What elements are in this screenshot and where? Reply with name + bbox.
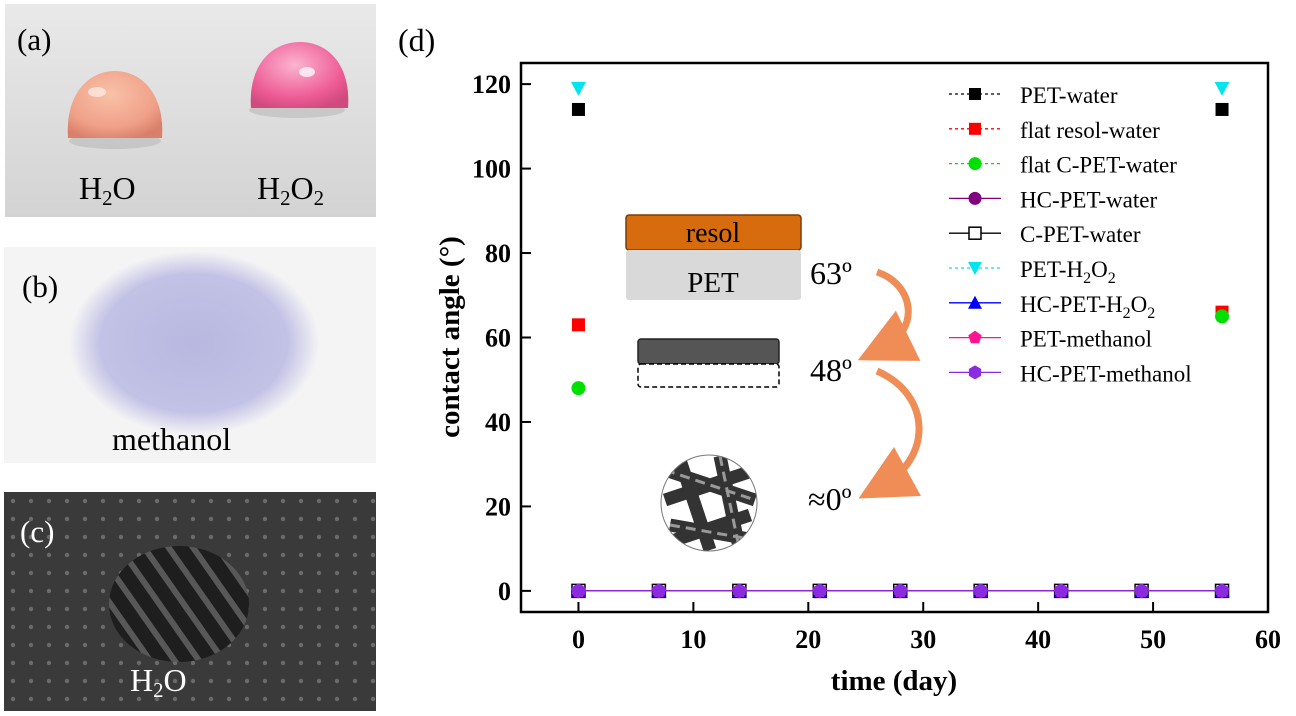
x-tick-label: 0 xyxy=(572,625,585,654)
removed-pet-outline xyxy=(637,363,780,388)
panel-label-a: (a) xyxy=(17,22,52,57)
legend: PET-water flat resol-water flat C-PET-wate… xyxy=(949,83,1192,386)
legend-label: PET-H2O2 xyxy=(1020,257,1116,287)
pet-label: PET xyxy=(687,267,739,299)
data-point xyxy=(732,583,746,599)
series-2 xyxy=(571,309,1230,396)
x-tick-label: 50 xyxy=(1140,625,1166,654)
y-tick-label: 120 xyxy=(472,70,511,99)
data-point xyxy=(1215,583,1229,599)
legend-label: PET-water xyxy=(1020,83,1118,108)
x-tick-label: 30 xyxy=(910,625,936,654)
x-tick-label: 10 xyxy=(680,625,706,654)
legend-label: C-PET-water xyxy=(1020,222,1141,247)
data-point xyxy=(570,81,586,96)
legend-marker xyxy=(968,262,982,275)
data-point xyxy=(974,583,988,599)
liquid-label-water: H2O xyxy=(130,662,187,702)
droplet-photo-a xyxy=(67,42,349,149)
legend-marker xyxy=(969,88,981,100)
panel-label-b: (b) xyxy=(22,269,59,304)
h2o2-droplet xyxy=(250,42,349,108)
water-droplet xyxy=(67,71,163,138)
resol-label: resol xyxy=(686,218,741,249)
y-tick-label: 80 xyxy=(485,239,511,268)
methanol-spot xyxy=(69,251,319,435)
data-point xyxy=(571,318,585,332)
y-tick-label: 100 xyxy=(472,155,511,184)
droplet-highlight xyxy=(88,87,106,97)
legend-marker xyxy=(969,122,981,135)
data-point xyxy=(1135,583,1149,599)
panel-label-c: (c) xyxy=(20,514,55,549)
hierarchical-carbon-icon xyxy=(661,455,757,551)
photo-panel-c: (c) H2O xyxy=(4,492,376,711)
pet-layer xyxy=(626,250,801,300)
data-point xyxy=(652,583,666,599)
carbon-icon-border xyxy=(660,454,758,552)
series-8 xyxy=(572,583,1229,599)
y-tick-label: 0 xyxy=(498,577,511,606)
legend-marker xyxy=(968,330,982,344)
arrow-icon xyxy=(858,367,923,499)
legend-label: HC-PET-methanol xyxy=(1020,361,1192,386)
legend-marker xyxy=(968,191,982,205)
angle-label-2: 48º xyxy=(810,352,852,388)
arrow-icon xyxy=(857,268,921,361)
legend-label: flat C-PET-water xyxy=(1020,153,1177,178)
photo-panel-a: (a) H2O H2O2 xyxy=(5,4,376,217)
legend-label: HC-PET-water xyxy=(1020,187,1157,212)
droplet-highlight xyxy=(299,67,315,77)
data-point xyxy=(893,583,907,599)
data-point xyxy=(1215,309,1230,324)
data-point xyxy=(571,102,585,116)
droplet-label-h2o2: H2O2 xyxy=(257,170,325,210)
droplet-label-water: H2O xyxy=(79,170,136,210)
liquid-label-methanol: methanol xyxy=(112,421,232,457)
x-tick-label: 60 xyxy=(1255,625,1281,654)
y-tick-label: 60 xyxy=(485,324,511,353)
x-tick-label: 20 xyxy=(795,625,821,654)
panel-label-d: (d) xyxy=(398,22,436,58)
data-point xyxy=(571,381,586,396)
y-axis-label: contact angle (°) xyxy=(434,236,466,438)
hc-pet-water-photo xyxy=(4,492,376,711)
legend-label: PET-methanol xyxy=(1020,327,1152,352)
series-0 xyxy=(571,102,1229,116)
data-point xyxy=(1054,583,1068,599)
data-point xyxy=(813,583,827,599)
y-tick-label: 40 xyxy=(485,408,511,437)
carbon-layer xyxy=(637,338,780,365)
series-5 xyxy=(570,81,1230,96)
legend-marker xyxy=(968,365,982,380)
methanol-spot-photo xyxy=(69,251,319,435)
data-point xyxy=(1214,81,1230,96)
legend-marker xyxy=(968,157,982,171)
angle-label-1: 63º xyxy=(810,255,852,291)
data-point xyxy=(572,583,585,599)
data-point xyxy=(1215,102,1229,116)
photo-panel-b: (b) methanol xyxy=(4,247,376,463)
legend-marker xyxy=(968,226,982,240)
legend-label: flat resol-water xyxy=(1020,118,1160,143)
y-tick-label: 20 xyxy=(485,492,511,521)
angle-label-3: ≈0º xyxy=(808,481,852,517)
x-axis-label: time (day) xyxy=(831,665,957,697)
wetted-area xyxy=(109,546,249,662)
legend-label: HC-PET-H2O2 xyxy=(1020,292,1155,322)
x-tick-label: 40 xyxy=(1025,625,1051,654)
legend-marker xyxy=(968,295,982,309)
inset-schematic: resol PET 63º 48º ≈0º xyxy=(625,214,923,552)
